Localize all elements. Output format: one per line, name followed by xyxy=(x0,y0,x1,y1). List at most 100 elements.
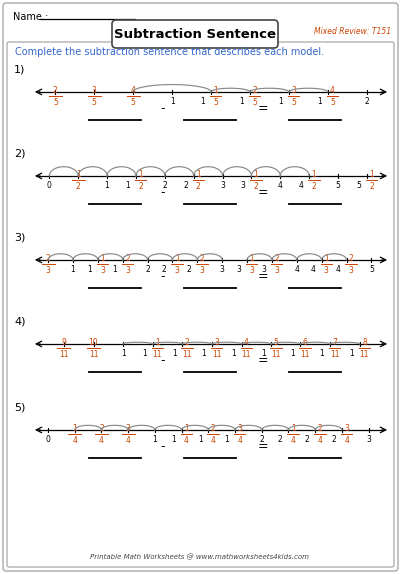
Text: 2: 2 xyxy=(138,182,143,191)
Text: 5: 5 xyxy=(356,181,361,189)
Text: =: = xyxy=(257,354,268,367)
Text: 1): 1) xyxy=(14,65,25,75)
Text: 3: 3 xyxy=(220,265,225,274)
Text: 11: 11 xyxy=(89,350,98,359)
Text: 11: 11 xyxy=(153,350,162,359)
Text: 5: 5 xyxy=(213,98,218,107)
Text: 1: 1 xyxy=(100,254,105,263)
Text: 2: 2 xyxy=(318,424,322,433)
FancyBboxPatch shape xyxy=(7,42,394,567)
Text: 4: 4 xyxy=(336,265,341,274)
Text: 4: 4 xyxy=(311,265,316,274)
Text: 2: 2 xyxy=(200,254,205,263)
Text: 2: 2 xyxy=(76,182,81,191)
Text: 2: 2 xyxy=(252,86,257,95)
Text: 2: 2 xyxy=(259,435,264,444)
Text: 3: 3 xyxy=(249,266,254,275)
FancyBboxPatch shape xyxy=(3,3,398,571)
Text: 3: 3 xyxy=(274,266,279,275)
Text: 6: 6 xyxy=(303,338,308,347)
Text: 3: 3 xyxy=(344,424,349,433)
Text: 1: 1 xyxy=(317,96,322,106)
Text: 3: 3 xyxy=(324,266,329,275)
Text: 11: 11 xyxy=(271,350,281,359)
Text: 11: 11 xyxy=(300,350,310,359)
Text: 3): 3) xyxy=(14,233,25,243)
Text: 3: 3 xyxy=(366,435,371,444)
Text: 5: 5 xyxy=(131,98,136,107)
Text: 5: 5 xyxy=(273,338,278,347)
Text: 3: 3 xyxy=(291,86,296,95)
Text: 3: 3 xyxy=(220,181,225,189)
Text: 4: 4 xyxy=(244,338,249,347)
Text: 2: 2 xyxy=(99,424,104,433)
Text: 3: 3 xyxy=(92,86,97,95)
Text: 11: 11 xyxy=(59,350,69,359)
Text: 1: 1 xyxy=(196,170,201,179)
Text: 4: 4 xyxy=(278,181,283,189)
Text: 11: 11 xyxy=(182,350,192,359)
Text: 1: 1 xyxy=(121,348,126,358)
Text: 5: 5 xyxy=(252,98,257,107)
Text: 1: 1 xyxy=(71,265,75,274)
Text: 1: 1 xyxy=(87,265,92,274)
Text: 5: 5 xyxy=(53,98,58,107)
Text: 2: 2 xyxy=(278,435,283,444)
Text: 3: 3 xyxy=(125,266,130,275)
Text: Mixed Review: T151: Mixed Review: T151 xyxy=(314,26,391,36)
Text: 2: 2 xyxy=(254,182,259,191)
Text: 5: 5 xyxy=(336,181,340,189)
Text: -: - xyxy=(160,102,165,115)
Text: =: = xyxy=(257,186,268,199)
Text: Subtraction Sentence: Subtraction Sentence xyxy=(114,28,276,41)
Text: 1: 1 xyxy=(105,181,109,189)
Text: 1: 1 xyxy=(291,424,296,433)
Text: =: = xyxy=(257,440,268,453)
Text: 5: 5 xyxy=(330,98,335,107)
Text: 4: 4 xyxy=(131,86,136,95)
Text: 1: 1 xyxy=(249,254,254,263)
Text: 1: 1 xyxy=(261,348,265,358)
Text: 3: 3 xyxy=(100,266,105,275)
Text: 10: 10 xyxy=(89,338,98,347)
Text: 3: 3 xyxy=(349,266,354,275)
Text: 1: 1 xyxy=(142,348,147,358)
Text: 7: 7 xyxy=(332,338,337,347)
Text: 1: 1 xyxy=(201,348,206,358)
Text: 2: 2 xyxy=(274,254,279,263)
Text: 4: 4 xyxy=(330,86,335,95)
Text: 4: 4 xyxy=(99,436,104,445)
Text: 2: 2 xyxy=(46,254,51,263)
Text: 3: 3 xyxy=(261,265,266,274)
Text: 4: 4 xyxy=(299,181,304,189)
Text: -: - xyxy=(160,270,165,283)
Text: 1: 1 xyxy=(349,348,354,358)
Text: 1: 1 xyxy=(239,96,244,106)
Text: 1: 1 xyxy=(324,254,329,263)
Text: 3: 3 xyxy=(126,424,131,433)
Text: 2: 2 xyxy=(312,182,316,191)
Text: 1: 1 xyxy=(172,348,176,358)
Text: 3: 3 xyxy=(214,338,219,347)
Text: Printable Math Worksheets @ www.mathworksheets4kids.com: Printable Math Worksheets @ www.mathwork… xyxy=(91,553,310,560)
Text: =: = xyxy=(257,270,268,283)
Text: 4: 4 xyxy=(72,436,77,445)
Text: 1: 1 xyxy=(254,170,259,179)
Text: 1: 1 xyxy=(278,96,283,106)
Text: 4: 4 xyxy=(344,436,349,445)
Text: 4): 4) xyxy=(14,317,26,327)
Text: 2: 2 xyxy=(211,424,215,433)
Text: 4: 4 xyxy=(126,436,131,445)
Text: 2: 2 xyxy=(145,265,150,274)
Text: =: = xyxy=(257,102,268,115)
Text: 1: 1 xyxy=(126,181,130,189)
Text: 3: 3 xyxy=(237,265,241,274)
Text: 9: 9 xyxy=(61,338,66,347)
Text: 1: 1 xyxy=(155,338,160,347)
Text: 1: 1 xyxy=(175,254,180,263)
Text: 1: 1 xyxy=(138,170,143,179)
Text: 11: 11 xyxy=(330,350,340,359)
Text: 2: 2 xyxy=(125,254,130,263)
Text: 4: 4 xyxy=(211,436,215,445)
Text: 2: 2 xyxy=(369,182,374,191)
